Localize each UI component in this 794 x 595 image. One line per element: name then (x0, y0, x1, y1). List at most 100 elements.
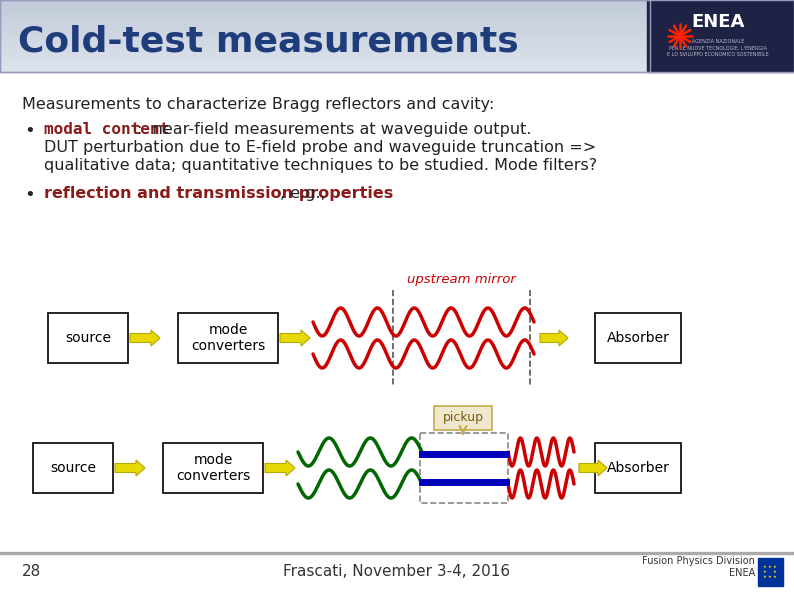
Bar (0, 22, 650, 23)
FancyArrow shape (280, 330, 310, 346)
Bar (0, 50, 650, 51)
Bar (0, 67, 650, 68)
Bar (0, 11, 650, 12)
Bar (0, 34, 650, 35)
Bar (0, 17, 650, 18)
FancyArrow shape (115, 460, 145, 476)
Bar (0, 44, 650, 45)
Bar (0, 10, 650, 11)
Bar (0, 29, 650, 30)
Text: •: • (24, 122, 35, 140)
Text: ★: ★ (773, 565, 777, 569)
Bar (178, 313, 278, 363)
Bar (420, 433, 508, 503)
Bar (0, 70, 650, 71)
Bar (0, 62, 650, 63)
Text: Fusion Physics Division
ENEA: Fusion Physics Division ENEA (642, 556, 755, 578)
Text: mode
converters: mode converters (191, 323, 265, 353)
Bar (0, 51, 650, 52)
Text: ★: ★ (763, 575, 767, 579)
Bar (48, 313, 128, 363)
Text: ★: ★ (773, 570, 777, 574)
Bar (0, 63, 650, 64)
Text: source: source (65, 331, 111, 345)
Bar (0, 25, 650, 26)
Bar (0, 4, 650, 5)
Bar (0, 37, 650, 38)
Text: ★: ★ (768, 565, 772, 569)
Text: DUT perturbation due to E-field probe and waveguide truncation =>: DUT perturbation due to E-field probe an… (44, 140, 596, 155)
Bar (0, 56, 650, 57)
Bar (0, 52, 650, 53)
Bar (0, 47, 650, 48)
Bar (0, 32, 650, 33)
Bar (434, 406, 492, 430)
Bar (0, 8, 650, 9)
Text: •: • (24, 186, 35, 204)
Bar (0, 71, 650, 72)
Bar (0, 14, 650, 15)
Bar (0, 0, 650, 72)
Bar (0, 64, 650, 65)
Bar (0, 7, 650, 8)
Bar (0, 41, 650, 42)
Text: Measurements to characterize Bragg reflectors and cavity:: Measurements to characterize Bragg refle… (22, 97, 495, 112)
Text: ★: ★ (773, 575, 777, 579)
Bar (0, 20, 650, 21)
FancyArrow shape (540, 330, 568, 346)
Text: upstream mirror: upstream mirror (407, 273, 516, 286)
Text: modal content: modal content (44, 122, 169, 137)
Bar (0, 57, 650, 58)
Bar (0, 60, 650, 61)
Bar (0, 59, 650, 60)
Bar (0, 61, 650, 62)
Bar (0, 53, 650, 54)
Text: Cold-test measurements: Cold-test measurements (18, 25, 518, 59)
Bar (163, 443, 263, 493)
Bar (0, 28, 650, 29)
Bar (758, 558, 783, 586)
Bar (0, 68, 650, 69)
FancyArrow shape (130, 330, 160, 346)
Bar (0, 35, 650, 36)
Text: mode
converters: mode converters (176, 453, 250, 483)
Bar (0, 21, 650, 22)
Bar (0, 40, 650, 41)
Text: :  near-field measurements at waveguide output.: : near-field measurements at waveguide o… (137, 122, 531, 137)
Bar (0, 18, 650, 19)
Bar (0, 27, 650, 28)
Bar (0, 0, 794, 72)
Bar (0, 30, 650, 31)
Bar (0, 55, 650, 56)
Text: Absorber: Absorber (607, 331, 669, 345)
Bar (0, 15, 650, 16)
Text: ★: ★ (768, 575, 772, 579)
Bar (0, 23, 650, 24)
Bar (595, 443, 681, 493)
Bar (0, 43, 650, 44)
Text: ★: ★ (763, 565, 767, 569)
Bar (0, 9, 650, 10)
Bar (0, 552, 794, 553)
Text: pickup: pickup (442, 412, 484, 424)
Bar (0, 0, 650, 1)
FancyArrow shape (579, 460, 607, 476)
Bar (0, 54, 650, 55)
Bar (33, 443, 113, 493)
Bar (0, 26, 650, 27)
Bar (0, 65, 650, 66)
Bar (0, 45, 650, 46)
Bar (0, 58, 650, 59)
Bar (0, 3, 650, 4)
Bar (595, 313, 681, 363)
Text: source: source (50, 461, 96, 475)
Text: , e.g.,: , e.g., (280, 186, 326, 201)
Bar (0, 46, 650, 47)
Bar (0, 38, 650, 39)
Text: reflection and transmission properties: reflection and transmission properties (44, 186, 393, 201)
Bar (0, 33, 650, 34)
Bar (0, 31, 650, 32)
Bar (0, 36, 650, 37)
Bar (0, 12, 650, 13)
Text: ENEA: ENEA (692, 13, 745, 31)
